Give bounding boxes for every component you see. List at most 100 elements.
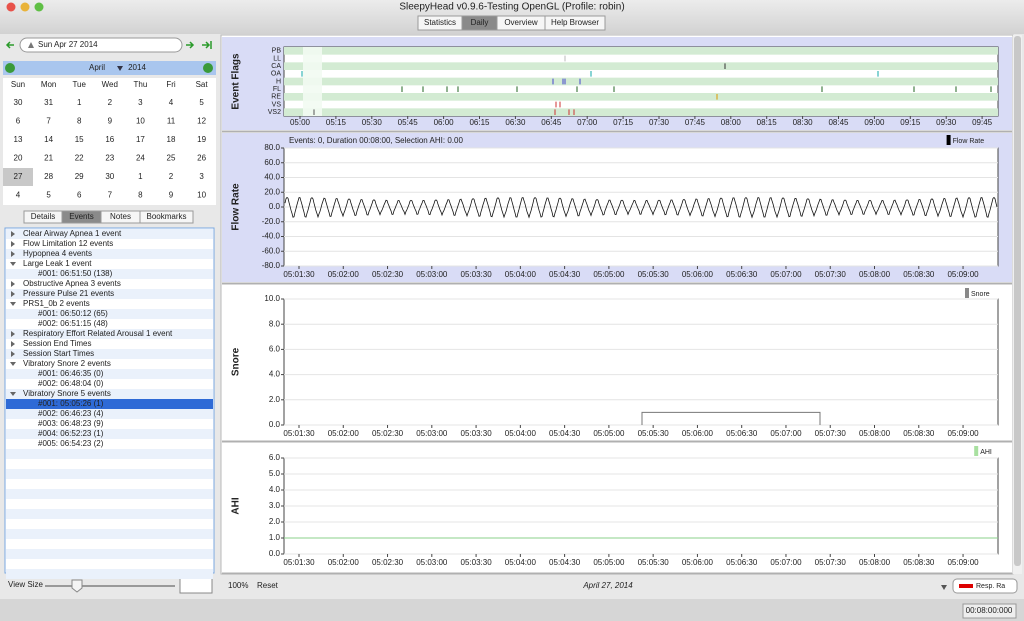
minimize-button[interactable]: [20, 2, 30, 12]
calendar-year[interactable]: 2014: [128, 63, 146, 72]
x-tick-label: 05:07:30: [815, 429, 847, 438]
event-item[interactable]: #002: 06:48:04 (0): [38, 379, 104, 388]
calendar-day[interactable]: 8: [77, 117, 82, 126]
calendar-day[interactable]: 4: [169, 98, 174, 107]
calendar-day[interactable]: 11: [167, 117, 176, 126]
date-field[interactable]: [19, 37, 183, 53]
calendar-day[interactable]: 7: [108, 191, 113, 200]
channel-dropdown-label[interactable]: Resp. Ra: [976, 583, 1005, 590]
event-item[interactable]: #001: 06:46:35 (0): [38, 369, 104, 378]
next-month-button[interactable]: [203, 63, 213, 73]
sidebar-tab[interactable]: [139, 210, 194, 224]
tree-toggle[interactable]: [11, 281, 15, 287]
last-day-button[interactable]: [202, 41, 212, 49]
next-day-button[interactable]: [186, 41, 195, 49]
event-group[interactable]: Vibratory Snore 5 events: [23, 389, 111, 398]
calendar-day[interactable]: 8: [138, 191, 143, 200]
zoom-button[interactable]: [34, 2, 44, 12]
month-dropdown-icon[interactable]: [117, 66, 123, 71]
event-item[interactable]: #003: 06:48:23 (9): [38, 419, 104, 428]
event-item[interactable]: #002: 06:46:23 (4): [38, 409, 104, 418]
calendar-day[interactable]: 9: [108, 117, 113, 126]
tree-toggle[interactable]: [10, 362, 16, 366]
calendar-day[interactable]: 3: [138, 98, 143, 107]
calendar-day[interactable]: 1: [77, 98, 82, 107]
calendar-day[interactable]: 4: [16, 191, 21, 200]
close-button[interactable]: [6, 2, 16, 12]
calendar-day[interactable]: 15: [75, 135, 84, 144]
calendar-day[interactable]: 24: [136, 154, 145, 163]
calendar-day[interactable]: 2: [108, 98, 113, 107]
calendar-day[interactable]: 25: [167, 154, 176, 163]
calendar-month[interactable]: April: [89, 63, 105, 72]
scrollbar-thumb[interactable]: [1014, 36, 1021, 566]
event-item[interactable]: #001: 06:51:50 (138): [38, 269, 113, 278]
event-item[interactable]: #001: 05:05:26 (1): [38, 399, 104, 408]
x-tick-label: 08:30: [793, 118, 814, 127]
tree-toggle[interactable]: [10, 302, 16, 306]
reset-button[interactable]: Reset: [257, 581, 279, 590]
event-group[interactable]: PRS1_0b 2 events: [23, 299, 90, 308]
event-group[interactable]: Session Start Times: [23, 349, 94, 358]
calendar-day[interactable]: 9: [169, 191, 174, 200]
calendar-day[interactable]: 6: [77, 191, 82, 200]
calendar-day[interactable]: 2: [169, 172, 174, 181]
calendar-day[interactable]: 22: [75, 154, 84, 163]
event-group[interactable]: Session End Times: [23, 339, 91, 348]
calendar-day[interactable]: 5: [46, 191, 51, 200]
calendar-day[interactable]: 14: [44, 135, 53, 144]
calendar-day[interactable]: 30: [105, 172, 114, 181]
prev-day-button[interactable]: [5, 41, 14, 49]
channel-menu-arrow[interactable]: [941, 585, 947, 590]
event-group[interactable]: Clear Airway Apnea 1 event: [23, 229, 122, 238]
calendar-day[interactable]: 18: [167, 135, 176, 144]
event-group[interactable]: Obstructive Apnea 3 events: [23, 279, 121, 288]
event-group[interactable]: Flow Limitation 12 events: [23, 239, 113, 248]
channel-dropdown[interactable]: [952, 578, 1018, 594]
selected-day: [3, 168, 33, 186]
toolbar-tab[interactable]: [544, 15, 606, 31]
calendar-day[interactable]: 29: [75, 172, 84, 181]
event-item[interactable]: #005: 06:54:23 (2): [38, 439, 104, 448]
tree-toggle[interactable]: [11, 341, 15, 347]
prev-month-button[interactable]: [5, 63, 15, 73]
calendar-day[interactable]: 5: [199, 98, 204, 107]
calendar-day[interactable]: 10: [136, 117, 145, 126]
event-group[interactable]: Pressure Pulse 21 events: [23, 289, 114, 298]
calendar-day[interactable]: 16: [105, 135, 114, 144]
event-group[interactable]: Hypopnea 4 events: [23, 249, 92, 258]
event-item[interactable]: #001: 06:50:12 (65): [38, 309, 108, 318]
calendar-day[interactable]: 3: [199, 172, 204, 181]
tree-toggle[interactable]: [11, 231, 15, 237]
calendar-day[interactable]: 26: [197, 154, 206, 163]
tree-toggle[interactable]: [10, 262, 16, 266]
tree-toggle[interactable]: [11, 251, 15, 257]
view-size-box[interactable]: [179, 577, 213, 594]
view-size-knob[interactable]: [71, 579, 83, 593]
calendar-day[interactable]: 6: [16, 117, 21, 126]
event-group[interactable]: Vibratory Snore 2 events: [23, 359, 111, 368]
tree-toggle[interactable]: [10, 392, 16, 396]
event-item[interactable]: #004: 06:52:23 (1): [38, 429, 104, 438]
tree-toggle[interactable]: [11, 331, 15, 337]
calendar-day[interactable]: 17: [136, 135, 145, 144]
calendar-day[interactable]: 10: [197, 191, 206, 200]
calendar-day[interactable]: 7: [46, 117, 51, 126]
calendar-day[interactable]: 31: [44, 98, 53, 107]
calendar-day[interactable]: 20: [14, 154, 23, 163]
calendar-day[interactable]: 28: [44, 172, 53, 181]
event-item[interactable]: #002: 06:51:15 (48): [38, 319, 108, 328]
tree-toggle[interactable]: [11, 351, 15, 357]
calendar-day[interactable]: 12: [197, 117, 206, 126]
calendar-day[interactable]: 27: [14, 172, 23, 181]
event-group[interactable]: Respiratory Effort Related Arousal 1 eve…: [23, 329, 173, 338]
calendar-day[interactable]: 13: [14, 135, 23, 144]
calendar-day[interactable]: 23: [105, 154, 114, 163]
tree-toggle[interactable]: [11, 241, 15, 247]
tree-toggle[interactable]: [11, 291, 15, 297]
calendar-day[interactable]: 30: [14, 98, 23, 107]
calendar-day[interactable]: 21: [44, 154, 53, 163]
calendar-day[interactable]: 19: [197, 135, 206, 144]
calendar-day[interactable]: 1: [138, 172, 143, 181]
event-group[interactable]: Large Leak 1 event: [23, 259, 92, 268]
